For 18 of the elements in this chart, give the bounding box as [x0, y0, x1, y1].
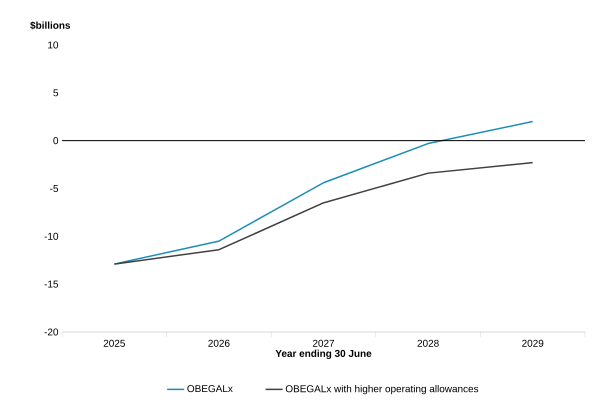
x-tick-label: 2025 [104, 340, 125, 347]
legend-label: OBEGALx with higher operating allowances [286, 384, 478, 394]
y-tick-label: 10 [48, 41, 58, 49]
y-tick-label: -5 [50, 185, 58, 192]
x-tick-label: 2029 [522, 340, 544, 347]
x-tick-label: 2028 [418, 340, 439, 347]
y-axis-title: $billions [30, 21, 70, 30]
x-axis-title: Year ending 30 June [276, 350, 372, 359]
line-series [114, 162, 534, 265]
y-tick-label: 5 [53, 89, 58, 96]
y-tick-label: -20 [44, 328, 58, 336]
x-tick-label: 2027 [312, 340, 334, 347]
y-tick-label: 0 [53, 137, 58, 144]
legend-label: OBEGALx [187, 385, 233, 392]
x-tick-label: 2026 [208, 340, 230, 347]
y-tick-label: -10 [44, 232, 58, 240]
y-tick-label: -15 [44, 280, 58, 288]
line-series [114, 120, 534, 265]
